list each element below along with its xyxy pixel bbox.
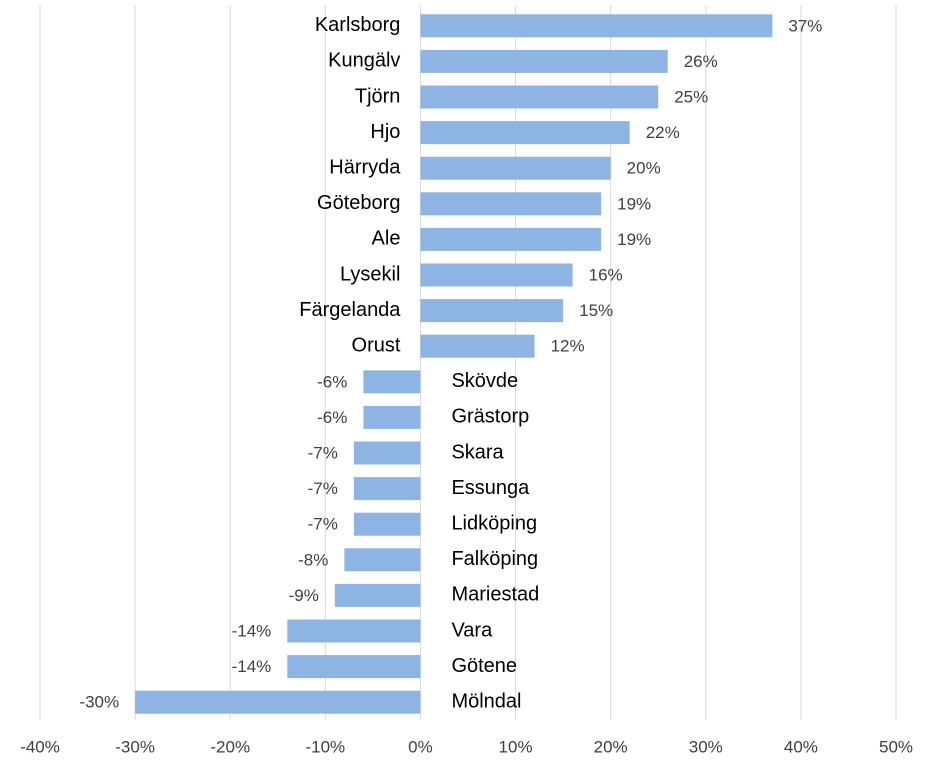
x-tick-label: -40% bbox=[20, 737, 60, 756]
bar bbox=[420, 156, 611, 180]
value-label: 12% bbox=[551, 337, 585, 356]
category-label: Skara bbox=[451, 441, 504, 463]
bar bbox=[287, 655, 421, 679]
value-label: -6% bbox=[317, 372, 347, 391]
value-label: -14% bbox=[232, 657, 272, 676]
bar bbox=[135, 690, 421, 714]
bar bbox=[353, 477, 421, 501]
category-label: Kungälv bbox=[328, 50, 400, 72]
bar bbox=[334, 583, 421, 607]
category-label: Göteborg bbox=[317, 192, 400, 214]
category-label: Götene bbox=[451, 655, 517, 677]
bar bbox=[344, 548, 421, 572]
value-label: 26% bbox=[684, 52, 718, 71]
category-label: Karlsborg bbox=[315, 14, 401, 36]
x-tick-label: 20% bbox=[594, 737, 628, 756]
bar bbox=[363, 370, 421, 394]
bar bbox=[420, 192, 602, 216]
value-label: -14% bbox=[232, 621, 272, 640]
category-label: Mariestad bbox=[451, 584, 539, 606]
value-label: 37% bbox=[788, 16, 822, 35]
category-label: Essunga bbox=[451, 477, 530, 499]
value-label: 25% bbox=[674, 87, 708, 106]
value-label: -7% bbox=[308, 515, 338, 534]
x-tick-label: 30% bbox=[689, 737, 723, 756]
bar bbox=[420, 85, 659, 109]
value-label: 16% bbox=[589, 265, 623, 284]
category-label: Grästorp bbox=[451, 406, 529, 428]
x-tick-label: 0% bbox=[408, 737, 433, 756]
bar bbox=[420, 121, 630, 145]
value-label: -9% bbox=[289, 586, 319, 605]
bar bbox=[420, 334, 535, 358]
category-label: Vara bbox=[451, 619, 493, 641]
category-label: Härryda bbox=[329, 156, 401, 178]
value-label: -6% bbox=[317, 408, 347, 427]
category-label: Lysekil bbox=[340, 263, 400, 285]
category-label: Lidköping bbox=[451, 512, 537, 534]
category-label: Skövde bbox=[451, 370, 518, 392]
category-label: Tjörn bbox=[355, 85, 401, 107]
x-tick-label: 50% bbox=[879, 737, 913, 756]
bar bbox=[420, 14, 773, 38]
category-label: Ale bbox=[372, 228, 401, 250]
category-label: Färgelanda bbox=[299, 299, 401, 321]
x-tick-label: 40% bbox=[784, 737, 818, 756]
value-label: 22% bbox=[646, 123, 680, 142]
value-label: 19% bbox=[617, 194, 651, 213]
bar bbox=[363, 405, 421, 429]
value-label: 15% bbox=[579, 301, 613, 320]
category-label: Falköping bbox=[451, 548, 538, 570]
x-tick-label: -10% bbox=[305, 737, 345, 756]
value-label: 19% bbox=[617, 230, 651, 249]
x-tick-label: -20% bbox=[210, 737, 250, 756]
bar bbox=[353, 441, 421, 465]
category-label: Orust bbox=[352, 334, 401, 356]
bar bbox=[353, 512, 421, 536]
value-label: -30% bbox=[79, 693, 119, 712]
x-tick-label: 10% bbox=[499, 737, 533, 756]
value-label: 20% bbox=[627, 159, 661, 178]
value-label: -8% bbox=[298, 550, 328, 569]
value-label: -7% bbox=[308, 443, 338, 462]
category-label: Hjo bbox=[370, 121, 400, 143]
value-label: -7% bbox=[308, 479, 338, 498]
bar bbox=[420, 49, 668, 73]
x-tick-label: -30% bbox=[115, 737, 155, 756]
bar bbox=[287, 619, 421, 643]
bar bbox=[420, 227, 602, 251]
category-label: Mölndal bbox=[451, 690, 521, 712]
bar bbox=[420, 299, 564, 323]
bar bbox=[420, 263, 573, 287]
